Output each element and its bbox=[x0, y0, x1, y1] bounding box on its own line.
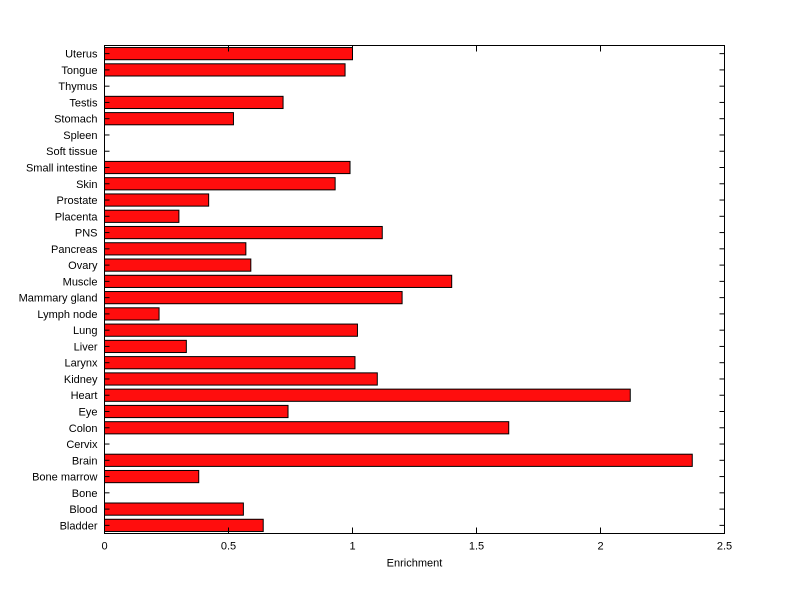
y-tick-label-small-intestine: Small intestine bbox=[26, 163, 98, 175]
y-tick-label-stomach: Stomach bbox=[54, 114, 97, 126]
bar-ovary bbox=[104, 258, 252, 272]
y-tick-label-ovary: Ovary bbox=[68, 260, 98, 272]
y-tick-label-colon: Colon bbox=[69, 423, 98, 435]
y-tick-label-uterus: Uterus bbox=[65, 49, 98, 61]
x-tick-label-1: 1 bbox=[349, 541, 355, 553]
x-tick-label-2: 2 bbox=[597, 541, 603, 553]
x-tick-label-0: 0 bbox=[101, 541, 107, 553]
bar-bladder bbox=[104, 518, 264, 532]
y-tick-label-blood: Blood bbox=[69, 504, 97, 516]
bar-liver bbox=[104, 339, 187, 354]
x-tick-label-0.5: 0.5 bbox=[221, 541, 236, 553]
y-tick-label-bone: Bone bbox=[72, 488, 98, 500]
x-tick-label-1.5: 1.5 bbox=[469, 541, 484, 553]
y-tick-label-heart: Heart bbox=[71, 390, 98, 402]
y-tick-label-spleen: Spleen bbox=[63, 130, 97, 142]
bar-pancreas bbox=[104, 242, 247, 256]
y-tick-label-thymus: Thymus bbox=[58, 81, 98, 93]
bar-bone-marrow bbox=[104, 469, 200, 484]
x-axis-label: Enrichment bbox=[387, 558, 443, 570]
axis-box bbox=[104, 45, 725, 534]
bar-muscle bbox=[104, 274, 453, 288]
y-tick-label-soft-tissue: Soft tissue bbox=[46, 146, 97, 158]
bar-stomach bbox=[104, 112, 234, 126]
y-tick-label-lymph-node: Lymph node bbox=[37, 309, 97, 321]
bar-kidney bbox=[104, 372, 378, 386]
y-tick-label-skin: Skin bbox=[76, 179, 97, 191]
bar-tongue bbox=[104, 63, 346, 77]
bar-mammary-gland bbox=[104, 291, 403, 305]
bar-small-intestine bbox=[104, 160, 351, 175]
y-tick-label-eye: Eye bbox=[79, 407, 98, 419]
bar-lung bbox=[104, 323, 358, 337]
bar-prostate bbox=[104, 193, 210, 207]
bar-pns bbox=[104, 225, 383, 240]
bar-colon bbox=[104, 421, 510, 435]
y-tick-label-pns: PNS bbox=[75, 228, 98, 240]
y-tick-label-lung: Lung bbox=[73, 325, 97, 337]
y-tick-label-bone-marrow: Bone marrow bbox=[32, 472, 97, 484]
y-tick-label-brain: Brain bbox=[72, 455, 98, 467]
y-tick-label-cervix: Cervix bbox=[66, 439, 98, 451]
y-tick-label-kidney: Kidney bbox=[64, 374, 98, 386]
y-tick-label-bladder: Bladder bbox=[60, 520, 98, 532]
y-tick-label-tongue: Tongue bbox=[61, 65, 97, 77]
bar-heart bbox=[104, 388, 631, 402]
y-tick-label-muscle: Muscle bbox=[63, 276, 98, 288]
bar-eye bbox=[104, 404, 289, 419]
bar-brain bbox=[104, 453, 693, 467]
x-tick-label-2.5: 2.5 bbox=[717, 541, 732, 553]
y-tick-label-mammary-gland: Mammary gland bbox=[19, 293, 98, 305]
y-tick-label-pancreas: Pancreas bbox=[51, 244, 98, 256]
bar-lymph-node bbox=[104, 307, 160, 321]
y-tick-label-liver: Liver bbox=[74, 341, 98, 353]
bar-skin bbox=[104, 177, 336, 191]
y-tick-label-placenta: Placenta bbox=[55, 211, 99, 223]
y-tick-label-testis: Testis bbox=[69, 97, 98, 109]
y-tick-label-larynx: Larynx bbox=[64, 358, 98, 370]
y-tick-label-prostate: Prostate bbox=[57, 195, 98, 207]
bar-blood bbox=[104, 502, 244, 516]
bar-larynx bbox=[104, 356, 356, 370]
bar-placenta bbox=[104, 209, 180, 223]
bar-testis bbox=[104, 95, 284, 110]
